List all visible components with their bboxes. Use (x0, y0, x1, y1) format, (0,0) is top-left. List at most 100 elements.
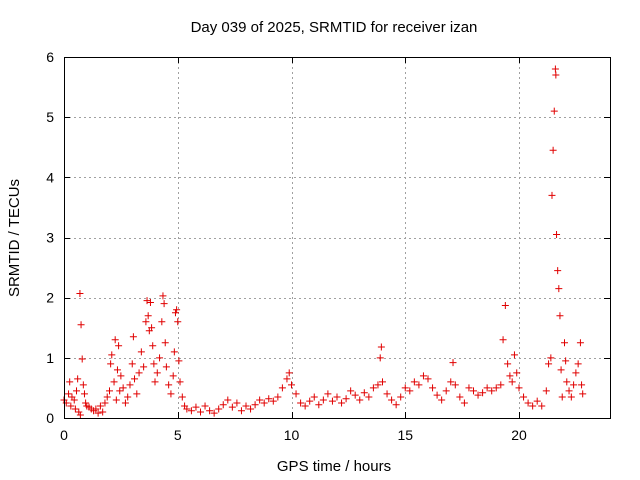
y-tick-label: 1 (46, 350, 54, 366)
data-point-marker (94, 409, 102, 417)
data-point-marker (383, 390, 391, 398)
data-point-marker (292, 390, 300, 398)
data-point-marker (176, 378, 184, 386)
data-point-marker (465, 384, 473, 392)
data-point-marker (285, 369, 293, 377)
y-tick-label: 4 (46, 169, 54, 185)
data-point-marker (301, 402, 309, 410)
data-point-marker (558, 393, 566, 401)
data-point-marker (278, 384, 286, 392)
data-point-marker (424, 375, 432, 383)
data-point-marker (242, 402, 250, 410)
data-point-marker (126, 381, 134, 389)
data-point-marker (533, 397, 541, 405)
y-tick-labels: 0 1 2 3 4 5 6 (46, 49, 54, 426)
data-point-marker (288, 381, 295, 389)
data-point-marker (576, 339, 584, 347)
data-point-marker (567, 393, 575, 401)
data-point-marker (265, 395, 273, 403)
data-point-marker (338, 399, 346, 407)
data-point-marker (392, 401, 400, 409)
data-point-marker (342, 395, 350, 403)
data-point-marker (103, 393, 111, 401)
data-point-marker (161, 339, 169, 347)
data-point-marker (379, 378, 386, 386)
data-point-marker (557, 366, 565, 374)
data-point-marker (269, 397, 277, 405)
data-point-marker (506, 372, 514, 380)
data-point-marker (508, 378, 516, 386)
data-point-marker (167, 390, 175, 398)
data-point-marker (146, 298, 154, 306)
data-point-marker (143, 297, 151, 305)
data-point-marker (113, 366, 121, 374)
data-point-marker (347, 387, 355, 395)
data-point-marker (333, 393, 341, 401)
data-point-marker (165, 381, 173, 389)
data-point-marker (117, 372, 125, 380)
x-tick-labels: 0 5 10 15 20 (60, 427, 527, 443)
data-point-marker (545, 360, 553, 368)
data-point-marker (555, 285, 563, 293)
data-point-marker (137, 348, 145, 356)
data-point-marker (406, 387, 414, 395)
data-point-marker (556, 312, 564, 320)
data-point-marker (121, 399, 129, 407)
data-point-marker (260, 399, 268, 407)
data-point-marker (192, 403, 200, 411)
data-point-marker (92, 405, 100, 413)
data-point-marker (554, 267, 562, 275)
data-point-marker (197, 408, 204, 416)
data-point-marker (565, 387, 573, 395)
data-point-marker (538, 402, 546, 410)
data-point-marker (171, 309, 179, 317)
data-point-marker (174, 318, 182, 326)
data-point-marker (110, 378, 118, 386)
x-tick-label: 0 (60, 427, 68, 443)
x-axis-title: GPS time / hours (277, 458, 391, 475)
data-point-marker (553, 230, 561, 238)
data-point-marker (144, 312, 152, 320)
data-point-marker (474, 391, 482, 399)
data-point-marker (77, 321, 85, 329)
data-point-marker (497, 381, 505, 389)
data-point-marker (70, 396, 78, 404)
data-point-marker (397, 393, 405, 401)
data-point-marker (549, 146, 557, 154)
data-point-marker (328, 397, 336, 405)
data-point-marker (579, 390, 587, 398)
data-point-marker (510, 351, 518, 359)
data-point-marker (479, 389, 487, 397)
data-point-marker (107, 360, 115, 368)
data-point-marker (401, 384, 409, 392)
data-point-marker (578, 381, 586, 389)
x-tick-label: 15 (397, 427, 413, 443)
data-point-marker (228, 403, 236, 411)
chart-title: Day 039 of 2025, SRMTID for receiver iza… (191, 19, 478, 36)
data-point-marker (542, 387, 550, 395)
x-tick-label: 5 (174, 427, 182, 443)
data-point-marker (451, 381, 459, 389)
data-point-marker (151, 378, 159, 386)
y-tick-label: 5 (46, 109, 54, 125)
data-point-marker (178, 393, 186, 401)
data-point-marker (351, 391, 359, 399)
data-point-marker (129, 333, 137, 341)
data-point-marker (101, 399, 109, 407)
data-point-marker (116, 387, 124, 395)
data-point-marker (67, 402, 75, 410)
data-point-marker (133, 390, 141, 398)
data-point-marker (501, 301, 509, 309)
data-point-marker (365, 393, 373, 401)
data-point-marker (82, 399, 90, 407)
data-point-marker (251, 401, 259, 409)
data-point-marker (150, 360, 158, 368)
data-point-marker (438, 396, 446, 404)
data-point-marker (201, 402, 209, 410)
data-point-marker (548, 191, 556, 199)
data-point-marker (324, 390, 332, 398)
data-point-marker (483, 384, 491, 392)
data-point-marker (561, 339, 568, 347)
x-tick-label: 10 (284, 427, 300, 443)
